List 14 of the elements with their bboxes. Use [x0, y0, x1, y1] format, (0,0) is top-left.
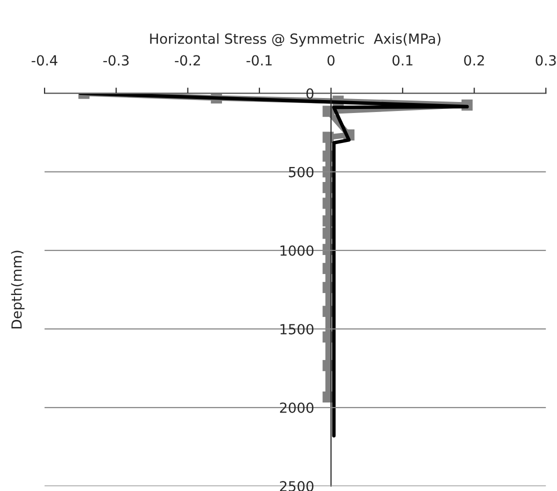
- y-tick-label: 2000: [280, 402, 314, 414]
- y-axis-title: Depth(mm): [11, 250, 25, 328]
- x-tick-label: -0.3: [103, 55, 129, 66]
- y-tick-label: 1000: [280, 245, 314, 256]
- y-tick-label: 1500: [280, 324, 314, 334]
- x-tick-label: 0.1: [392, 55, 412, 66]
- x-tick-label: 0.3: [536, 55, 556, 66]
- x-axis-title: Horizontal Stress @ Symmetric Axis(MPa): [150, 33, 440, 47]
- x-tick-label: -0.2: [174, 55, 200, 66]
- x-tick-label: 0: [328, 55, 335, 66]
- x-tick-label: -0.4: [32, 55, 58, 66]
- x-tick-label: -0.1: [246, 55, 272, 66]
- x-tick-label: 0.2: [464, 55, 484, 66]
- y-tick-label: 500: [288, 166, 314, 178]
